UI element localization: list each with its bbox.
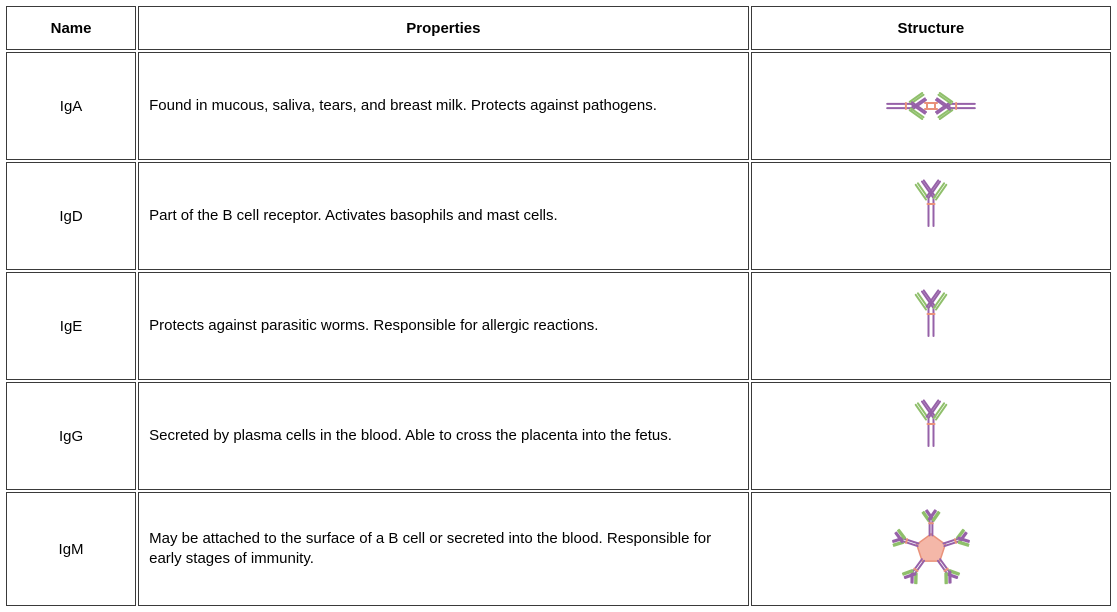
ig-properties: Part of the B cell receptor. Activates b…: [138, 162, 749, 270]
col-header-name: Name: [6, 6, 136, 50]
ig-structure-diagram: [751, 52, 1111, 160]
ig-properties: Found in mucous, saliva, tears, and brea…: [138, 52, 749, 160]
table-row: IgDPart of the B cell receptor. Activate…: [6, 162, 1111, 270]
ig-structure-diagram: [751, 272, 1111, 380]
ig-name: IgG: [6, 382, 136, 490]
table-row: IgGSecreted by plasma cells in the blood…: [6, 382, 1111, 490]
immunoglobulin-table: Name Properties Structure IgAFound in mu…: [4, 4, 1113, 608]
ig-name: IgM: [6, 492, 136, 606]
ig-structure-diagram: [751, 162, 1111, 270]
ig-properties: Protects against parasitic worms. Respon…: [138, 272, 749, 380]
ig-name: IgD: [6, 162, 136, 270]
col-header-structure: Structure: [751, 6, 1111, 50]
ig-name: IgA: [6, 52, 136, 160]
table-row: IgAFound in mucous, saliva, tears, and b…: [6, 52, 1111, 160]
ig-properties: May be attached to the surface of a B ce…: [138, 492, 749, 606]
ig-name: IgE: [6, 272, 136, 380]
table-row: IgEProtects against parasitic worms. Res…: [6, 272, 1111, 380]
table-row: IgMMay be attached to the surface of a B…: [6, 492, 1111, 606]
col-header-properties: Properties: [138, 6, 749, 50]
ig-structure-diagram: [751, 492, 1111, 606]
ig-properties: Secreted by plasma cells in the blood. A…: [138, 382, 749, 490]
ig-structure-diagram: [751, 382, 1111, 490]
